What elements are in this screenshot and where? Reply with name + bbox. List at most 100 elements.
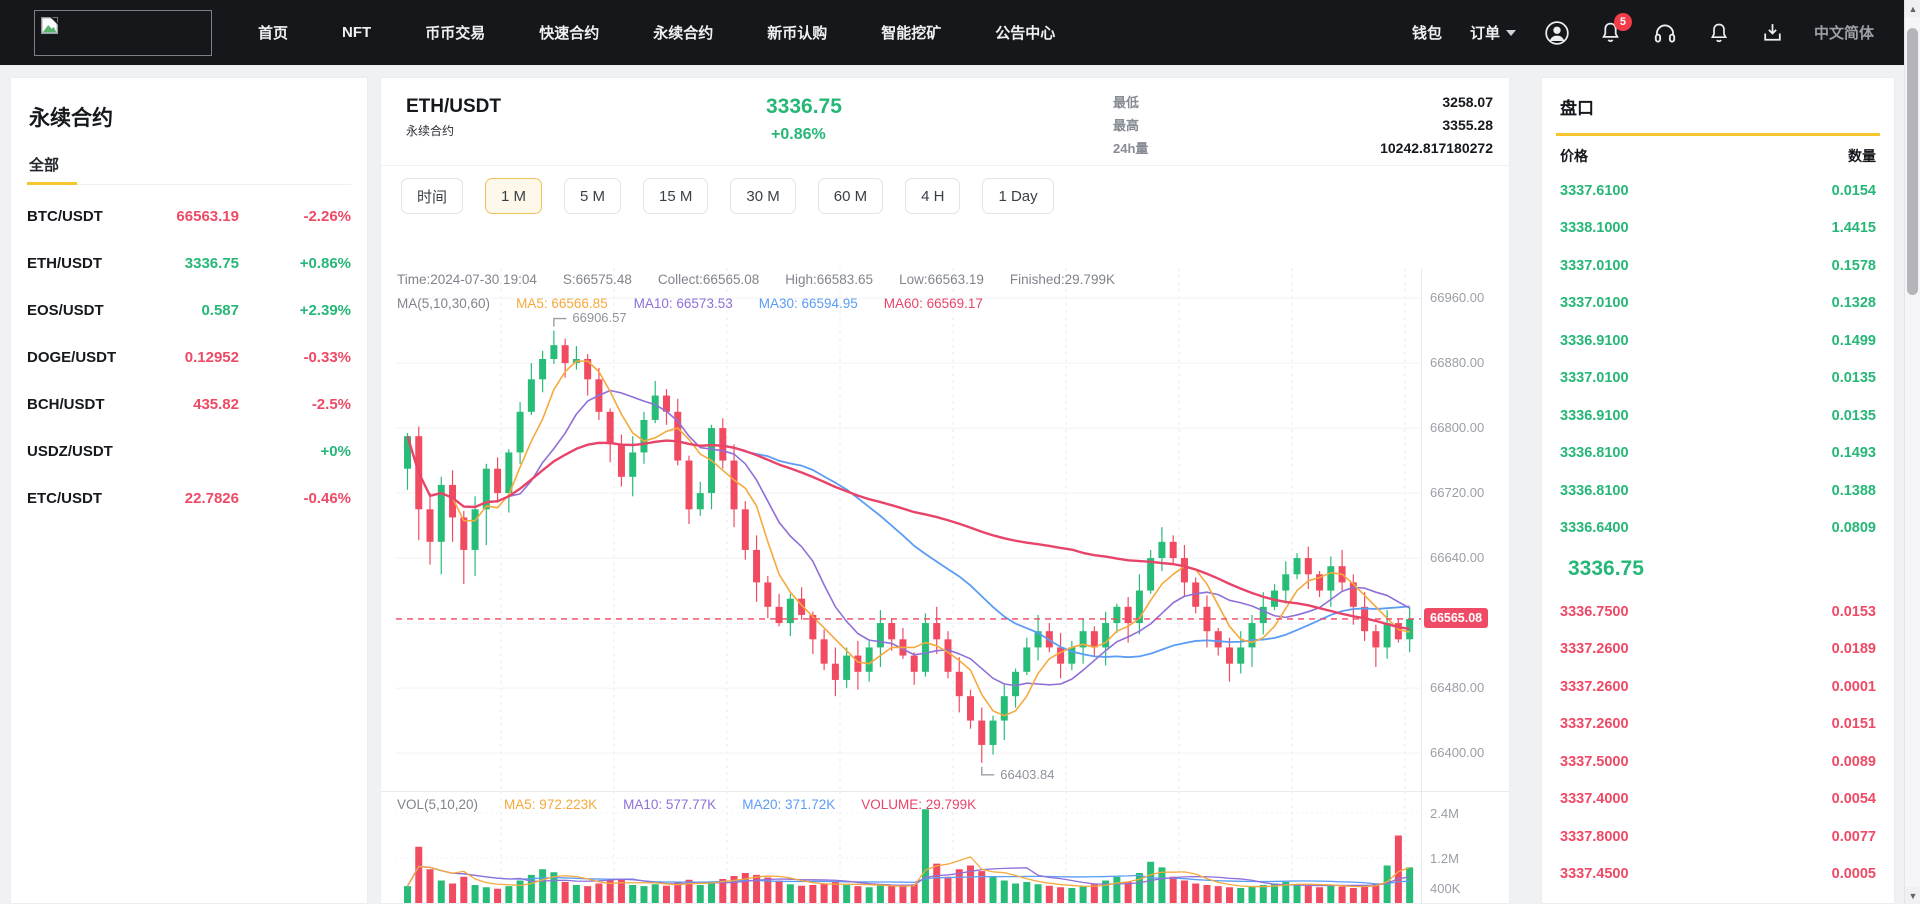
chevron-down-icon <box>1505 29 1516 36</box>
pair-price: 435.82 <box>193 395 239 413</box>
bid-row[interactable]: 3337.2600 0.0001 <box>1558 668 1878 706</box>
interval-button-0[interactable]: 时间 <box>401 178 464 214</box>
ask-row[interactable]: 3337.0100 0.0135 <box>1558 360 1878 398</box>
bid-row[interactable]: 3337.2600 0.0189 <box>1558 631 1878 669</box>
ask-price: 3338.1000 <box>1560 220 1629 237</box>
nav-item-0[interactable]: 首页 <box>258 25 289 42</box>
pair-list: BTC/USDT 66563.19 -2.26% ETH/USDT 3336.75 +0.… <box>27 197 351 517</box>
bid-row[interactable]: 3337.5000 0.0089 <box>1558 743 1878 781</box>
ask-amount: 0.0135 <box>1831 370 1876 387</box>
ask-row[interactable]: 3336.9100 0.1499 <box>1558 322 1878 360</box>
notification-bell-icon[interactable]: 5 <box>1598 12 1632 46</box>
orderbook-accent <box>1556 133 1880 136</box>
interval-button-6[interactable]: 4 H <box>905 178 961 214</box>
ask-price: 3336.8100 <box>1560 445 1629 462</box>
y-axis-label: 66800.00 <box>1430 420 1485 436</box>
interval-button-1[interactable]: 1 M <box>485 178 543 214</box>
stat-label: 24h量 <box>1113 141 1149 156</box>
nav-item-5[interactable]: 新币认购 <box>767 25 828 42</box>
interval-button-4[interactable]: 30 M <box>730 178 796 214</box>
bid-amount: 0.0153 <box>1831 603 1876 620</box>
nav-item-4[interactable]: 永续合约 <box>653 25 714 42</box>
pair-row-bch[interactable]: BCH/USDT 435.82 -2.5% <box>27 385 351 423</box>
ask-row[interactable]: 3336.8100 0.1493 <box>1558 435 1878 473</box>
interval-button-5[interactable]: 60 M <box>817 178 884 214</box>
nav-item-1[interactable]: NFT <box>342 24 372 41</box>
nav-item-2[interactable]: 币币交易 <box>425 25 486 42</box>
ma-legend: MA10: 66573.53 <box>633 296 733 311</box>
scroll-up-button[interactable]: ▲ <box>1905 0 1920 17</box>
info-segment: Low:66563.19 <box>899 272 984 287</box>
pair-price: 66563.19 <box>176 207 239 225</box>
interval-toolbar: 时间 1 M 5 M 15 M 30 M 60 M 4 H 1 Day <box>381 166 1509 226</box>
info-segment: Time:2024-07-30 19:04 <box>397 272 537 287</box>
bid-row[interactable]: 3337.4500 0.0005 <box>1558 856 1878 894</box>
logo[interactable] <box>34 9 212 56</box>
market-header: ETH/USDT 永续合约 3336.75 +0.86% 最低 3258.07 最高… <box>381 78 1509 166</box>
bid-row[interactable]: 3336.7500 0.0153 <box>1558 593 1878 631</box>
orders-button[interactable]: 订单 <box>1470 22 1516 43</box>
last-price: 3336.75 <box>766 95 842 118</box>
bid-row[interactable]: 3337.4000 0.0054 <box>1558 781 1878 819</box>
ask-amount: 0.1493 <box>1831 445 1876 462</box>
pairs-sidebar: 永续合约 全部 BTC/USDT 66563.19 -2.26% ETH/USDT 33… <box>10 77 368 904</box>
bid-list: 3336.7500 0.0153 3337.2600 0.0189 3337.2600 0… <box>1558 593 1878 893</box>
bid-price: 3337.4500 <box>1560 866 1629 883</box>
pair-row-eos[interactable]: EOS/USDT 0.587 +2.39% <box>27 291 351 329</box>
pair-row-doge[interactable]: DOGE/USDT 0.12952 -0.33% <box>27 338 351 376</box>
account-avatar-icon[interactable] <box>1544 20 1570 46</box>
ask-row[interactable]: 3337.0100 0.1578 <box>1558 247 1878 285</box>
stat-row: 24h量 10242.817180272 <box>1113 136 1493 159</box>
pair-row-etc[interactable]: ETC/USDT 22.7826 -0.46% <box>27 479 351 517</box>
language-selector[interactable]: 中文简体 <box>1813 25 1874 42</box>
ask-row[interactable]: 3336.9100 0.0135 <box>1558 397 1878 435</box>
bid-row[interactable]: 3337.2600 0.0151 <box>1558 706 1878 744</box>
pair-change: -0.46% <box>303 489 351 507</box>
pair-change: +0% <box>320 442 351 460</box>
volume-chart[interactable] <box>396 791 1421 904</box>
info-segment: High:66583.65 <box>785 272 874 287</box>
pair-row-eth[interactable]: ETH/USDT 3336.75 +0.86% <box>27 244 351 282</box>
interval-button-2[interactable]: 5 M <box>564 178 622 214</box>
volume-axis-label: 1.2M <box>1430 851 1459 866</box>
ask-row[interactable]: 3336.6400 0.0809 <box>1558 510 1878 548</box>
ask-row[interactable]: 3337.6100 0.0154 <box>1558 172 1878 210</box>
scrollbar-thumb[interactable] <box>1907 28 1918 295</box>
ask-row[interactable]: 3336.8100 0.1388 <box>1558 472 1878 510</box>
wallet-button[interactable]: 钱包 <box>1411 25 1442 42</box>
chart-area[interactable]: Time:2024-07-30 19:04 S:66575.48 Collect:6… <box>381 226 1509 904</box>
interval-button-3[interactable]: 15 M <box>643 178 709 214</box>
bid-row[interactable]: 3337.8000 0.0077 <box>1558 818 1878 856</box>
pair-price: 22.7826 <box>184 489 239 507</box>
info-segment: Collect:66565.08 <box>657 272 760 287</box>
stat-label: 最低 <box>1113 95 1140 110</box>
pair-symbol: BTC/USDT <box>27 207 103 225</box>
current-price-tag: 66565.08 <box>1424 607 1489 628</box>
bid-price: 3336.7500 <box>1560 603 1629 620</box>
market-subtitle: 永续合约 <box>406 124 455 138</box>
candlestick-chart[interactable] <box>396 268 1421 791</box>
support-headset-icon[interactable] <box>1652 20 1678 46</box>
scroll-down-button[interactable]: ▼ <box>1905 887 1920 904</box>
tab-all[interactable]: 全部 <box>29 157 60 174</box>
download-app-icon[interactable] <box>1760 20 1786 46</box>
nav-item-6[interactable]: 智能挖矿 <box>881 25 942 42</box>
nav-item-3[interactable]: 快速合约 <box>539 25 600 42</box>
ask-row[interactable]: 3338.1000 1.4415 <box>1558 210 1878 248</box>
bid-amount: 0.0151 <box>1831 716 1876 733</box>
ask-price: 3336.9100 <box>1560 407 1629 424</box>
ask-price: 3336.8100 <box>1560 482 1629 499</box>
volume-axis-label: 2.4M <box>1430 806 1459 821</box>
broken-image-icon <box>41 15 59 34</box>
page-scrollbar[interactable]: ▲ ▼ <box>1904 0 1920 904</box>
ask-price: 3337.0100 <box>1560 295 1629 312</box>
interval-button-7[interactable]: 1 Day <box>982 178 1054 214</box>
orderbook-col-amount: 数量 <box>1848 148 1876 164</box>
ma-legend: MA60: 66569.17 <box>883 296 983 311</box>
bell-icon[interactable] <box>1706 20 1732 46</box>
pair-row-usdz[interactable]: USDZ/USDT +0% <box>27 432 351 470</box>
bid-amount: 0.0089 <box>1831 753 1876 770</box>
pair-row-btc[interactable]: BTC/USDT 66563.19 -2.26% <box>27 197 351 235</box>
nav-item-7[interactable]: 公告中心 <box>995 25 1056 42</box>
ask-row[interactable]: 3337.0100 0.1328 <box>1558 285 1878 323</box>
